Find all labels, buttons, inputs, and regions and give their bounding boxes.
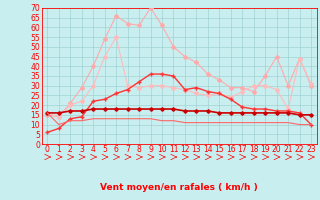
Text: Vent moyen/en rafales ( km/h ): Vent moyen/en rafales ( km/h ) (100, 183, 258, 192)
